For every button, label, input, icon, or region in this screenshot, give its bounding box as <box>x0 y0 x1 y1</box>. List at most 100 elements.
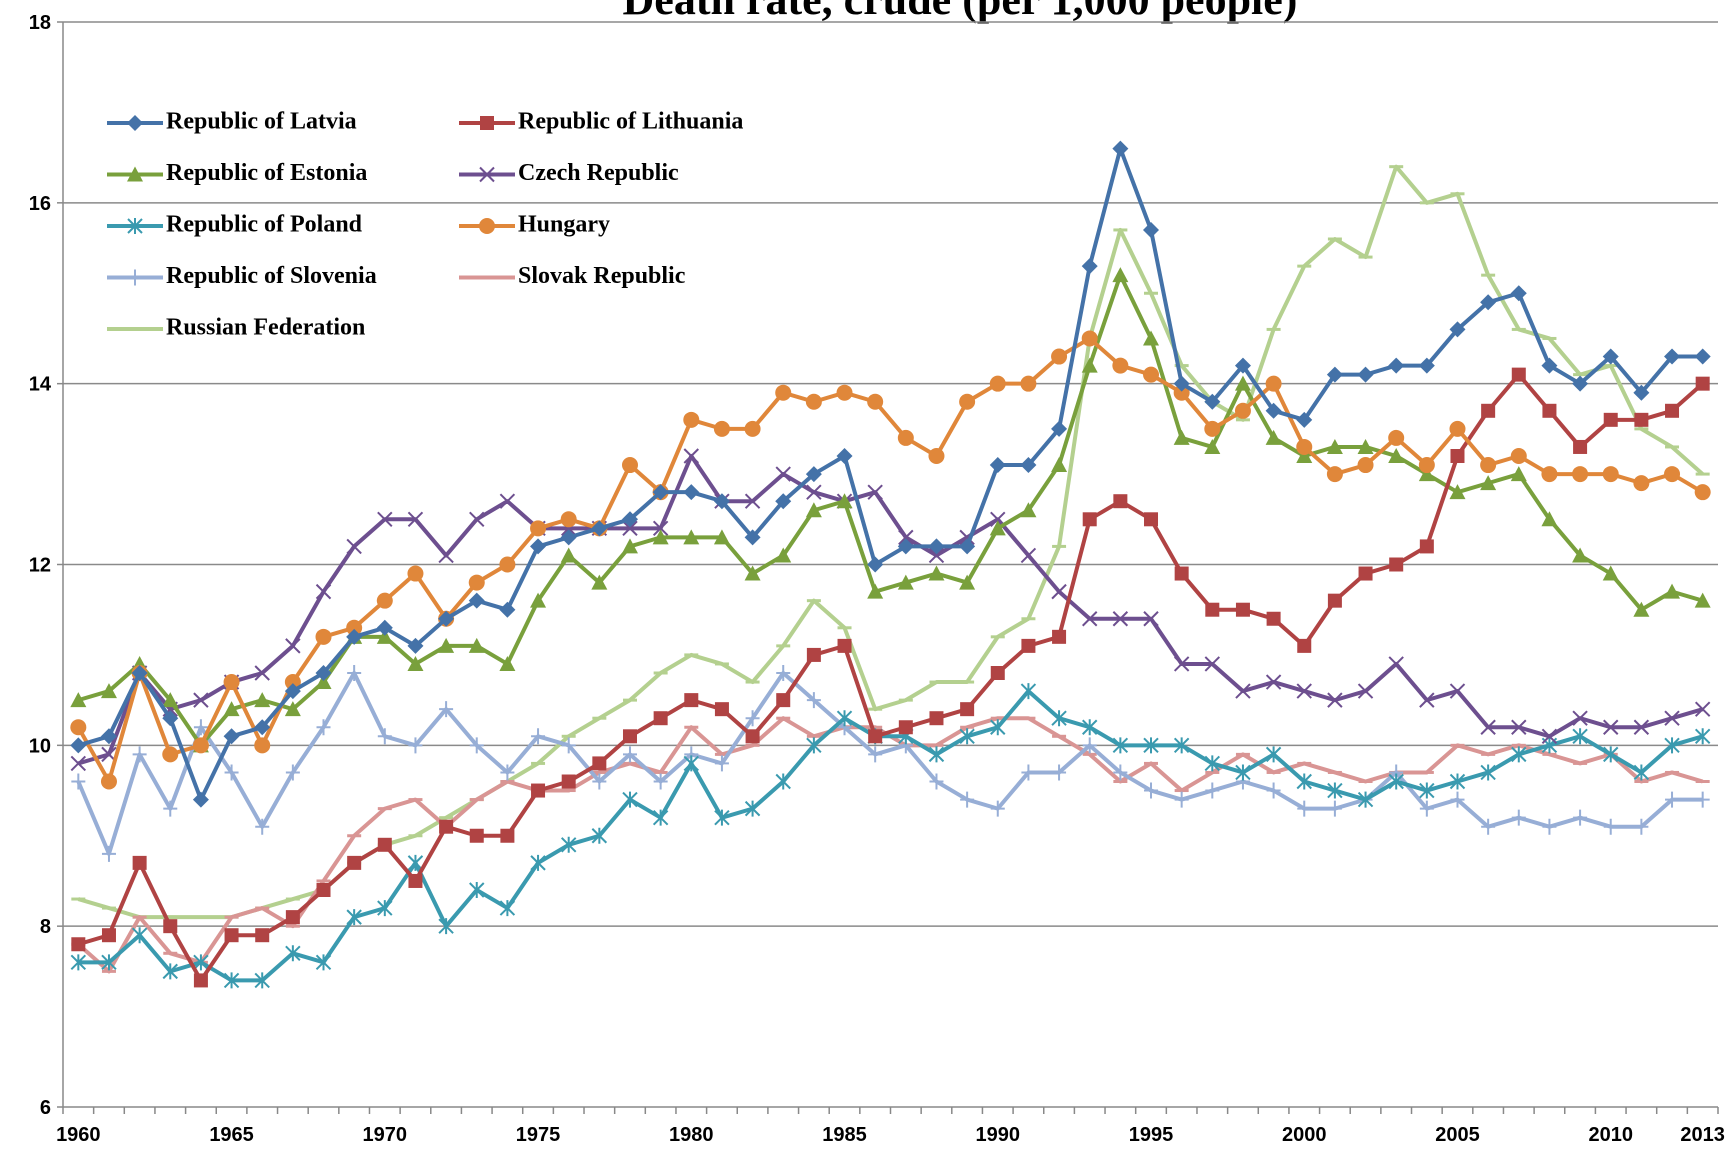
marker <box>959 574 976 590</box>
marker <box>1204 393 1221 410</box>
marker <box>193 692 209 708</box>
marker <box>469 511 485 527</box>
marker <box>100 683 117 699</box>
marker <box>805 466 822 483</box>
series-line <box>76 671 1703 856</box>
marker <box>1234 357 1251 374</box>
marker <box>744 493 761 509</box>
marker <box>1450 449 1465 463</box>
marker <box>439 819 454 834</box>
marker <box>561 774 576 789</box>
marker <box>776 693 791 708</box>
marker <box>531 728 546 745</box>
marker <box>1113 764 1128 781</box>
marker <box>1572 710 1588 726</box>
marker <box>868 746 883 763</box>
marker <box>1082 512 1097 527</box>
marker <box>1020 683 1037 700</box>
marker <box>284 701 301 717</box>
marker <box>1327 593 1342 608</box>
marker <box>408 737 423 754</box>
marker <box>1602 348 1619 365</box>
marker <box>1081 258 1098 275</box>
marker <box>928 547 945 564</box>
marker <box>621 511 638 528</box>
marker <box>438 610 455 627</box>
marker <box>70 719 87 736</box>
marker <box>775 547 792 563</box>
marker <box>928 746 945 763</box>
marker <box>255 928 270 943</box>
marker <box>1542 818 1557 835</box>
marker <box>1112 357 1129 374</box>
marker <box>1235 683 1251 699</box>
marker <box>897 574 914 590</box>
marker <box>408 873 423 888</box>
legend-marker <box>479 166 495 183</box>
marker <box>560 511 577 528</box>
marker <box>653 711 668 726</box>
marker <box>836 710 853 727</box>
marker <box>897 538 914 555</box>
marker <box>622 520 638 537</box>
marker <box>162 963 178 980</box>
marker <box>744 529 761 546</box>
marker <box>162 692 179 708</box>
y-tick-label: 6 <box>40 1097 51 1119</box>
marker <box>70 954 87 971</box>
marker <box>1204 755 1221 772</box>
marker <box>1143 330 1160 346</box>
marker <box>1419 539 1434 554</box>
marker <box>1449 321 1466 338</box>
marker <box>407 854 424 871</box>
marker <box>1388 429 1405 446</box>
marker <box>438 547 454 564</box>
marker <box>713 493 730 510</box>
marker <box>193 719 208 736</box>
marker <box>652 529 669 545</box>
marker <box>1665 791 1680 808</box>
marker <box>1173 384 1190 401</box>
marker <box>162 746 179 763</box>
marker <box>1511 809 1526 826</box>
marker <box>960 702 975 717</box>
marker <box>1450 791 1465 808</box>
marker <box>132 855 147 870</box>
y-tick-label: 16 <box>29 193 51 215</box>
marker <box>438 637 455 653</box>
marker <box>775 384 792 401</box>
marker <box>1326 366 1343 383</box>
marker <box>1082 611 1098 627</box>
marker <box>162 710 179 727</box>
legend-label: Republic of Slovenia <box>166 263 377 289</box>
marker <box>1021 638 1036 653</box>
legend-label: Czech Republic <box>518 160 679 186</box>
series-line <box>78 689 1704 983</box>
marker <box>469 828 484 843</box>
marker <box>1143 366 1160 383</box>
marker <box>1602 466 1619 483</box>
series-line <box>77 146 1703 802</box>
marker <box>776 665 791 681</box>
marker <box>100 773 117 790</box>
marker <box>1573 439 1588 454</box>
marker <box>1051 583 1067 600</box>
marker <box>1052 764 1067 781</box>
marker <box>1358 566 1373 581</box>
marker <box>592 756 607 771</box>
marker <box>806 647 821 662</box>
series-line <box>76 716 1704 974</box>
marker <box>745 729 760 744</box>
marker <box>1204 438 1221 454</box>
marker <box>468 637 485 653</box>
marker <box>1449 484 1466 500</box>
x-tick-label: 1985 <box>822 1124 867 1146</box>
marker <box>1481 818 1496 835</box>
marker <box>1020 457 1037 474</box>
marker <box>70 737 87 754</box>
legend-marker <box>127 115 143 131</box>
marker <box>530 520 547 537</box>
marker <box>1449 773 1466 790</box>
marker <box>101 928 116 943</box>
marker <box>1419 782 1435 799</box>
